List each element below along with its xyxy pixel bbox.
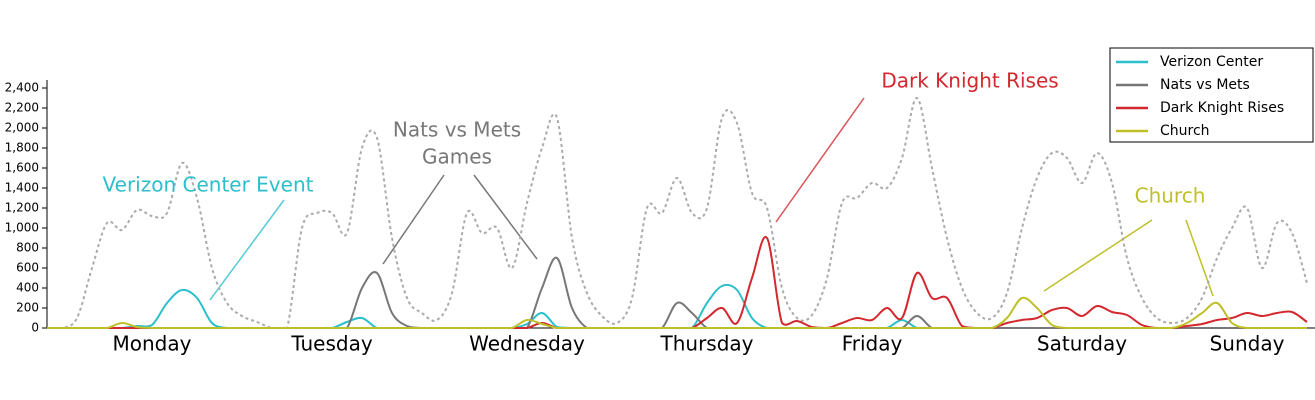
annotation: Nats vs Mets <box>393 118 521 142</box>
annotation-leader <box>1185 219 1214 297</box>
y-tick-label: 2,200 <box>5 101 39 115</box>
legend-label: Church <box>1160 123 1210 139</box>
legend-box <box>1109 47 1314 143</box>
y-tick-label: 1,200 <box>5 201 39 215</box>
total-line <box>47 96 1308 329</box>
y-tick-label: 1,400 <box>5 181 39 195</box>
legend-label: Dark Knight Rises <box>1160 100 1284 116</box>
annotation: Dark Knight Rises <box>881 69 1058 93</box>
annotation-leader <box>209 199 285 301</box>
annotation: Games <box>422 145 492 169</box>
y-tick-label: 1,600 <box>5 161 39 175</box>
x-tick-label: Tuesday <box>290 332 373 356</box>
y-tick-label: 0 <box>31 321 39 335</box>
series-line <box>47 296 1307 329</box>
annotation-leader <box>1043 219 1153 292</box>
y-tick-label: 1,000 <box>5 221 39 235</box>
y-tick-label: 1,800 <box>5 141 39 155</box>
series-line <box>47 283 1307 329</box>
series-line <box>47 235 1308 330</box>
series-line <box>47 256 1307 329</box>
x-tick-label: Saturday <box>1037 332 1127 356</box>
y-tick-label: 2,000 <box>5 121 39 135</box>
x-tick-label: Monday <box>113 332 192 356</box>
annotation-leader <box>775 97 865 223</box>
y-tick-label: 800 <box>16 241 39 255</box>
y-tick-label: 600 <box>16 261 39 275</box>
legend-label: Verizon Center <box>1160 54 1263 70</box>
annotation-leader <box>473 174 538 260</box>
y-tick-label: 2,400 <box>5 81 39 95</box>
y-tick-label: 200 <box>16 301 39 315</box>
x-tick-label: Thursday <box>660 332 754 356</box>
x-tick-label: Wednesday <box>469 332 585 356</box>
y-tick-label: 400 <box>16 281 39 295</box>
annotation: Verizon Center Event <box>103 173 314 197</box>
x-tick-label: Sunday <box>1210 332 1285 356</box>
x-tick-label: Friday <box>842 332 903 356</box>
annotation-leader <box>382 174 445 265</box>
annotation: Church <box>1135 184 1206 208</box>
legend-label: Nats vs Mets <box>1160 77 1250 93</box>
